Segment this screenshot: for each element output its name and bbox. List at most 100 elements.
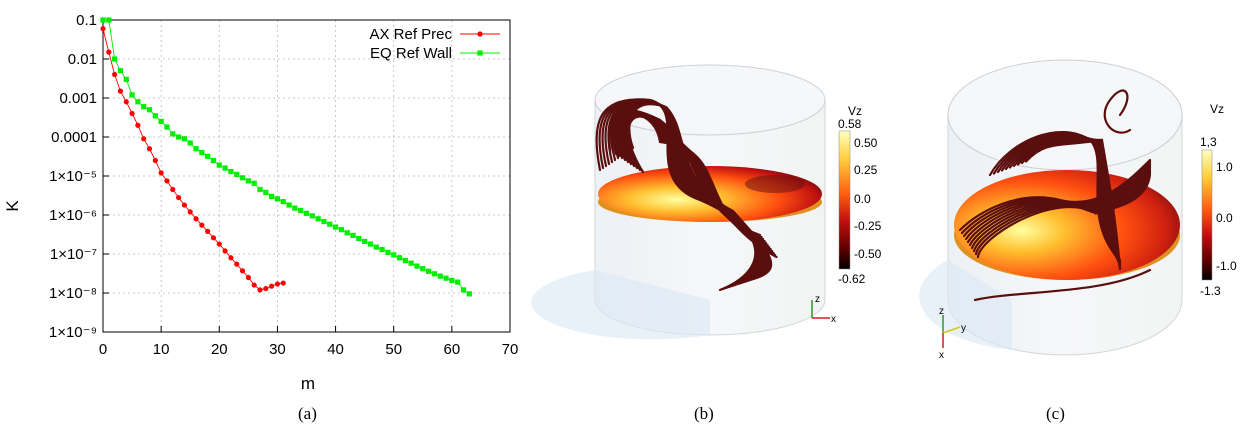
data-point-circle <box>187 209 193 215</box>
data-point-square <box>234 171 240 177</box>
colorbar-tick-label: -1.0 <box>1216 259 1237 273</box>
data-point-circle <box>152 157 158 164</box>
streamline <box>627 115 778 259</box>
data-point-circle <box>129 110 135 117</box>
series-line <box>102 28 284 291</box>
y-tick-label: 0.01 <box>68 51 97 68</box>
data-point-square <box>164 124 170 130</box>
data-point-square <box>379 246 385 253</box>
data-point-square <box>228 168 234 175</box>
data-point-circle <box>274 281 281 287</box>
data-point-circle <box>280 280 286 286</box>
x-tick-label: 30 <box>269 341 286 358</box>
colorbar-tick-label: 1,3 <box>1200 135 1217 149</box>
data-point-circle <box>106 49 112 55</box>
streamline <box>607 100 762 288</box>
x-tick-label: 60 <box>444 341 461 358</box>
colorbar-tick-label: 1.0 <box>1216 160 1233 174</box>
caption-c: (c) <box>1046 404 1065 423</box>
axis-label-x: x <box>939 350 944 361</box>
axis-label-y: y <box>961 323 966 334</box>
data-point-square <box>205 153 211 159</box>
data-point-square <box>321 218 327 225</box>
x-tick-label: 70 <box>502 341 519 358</box>
data-point-circle <box>135 122 141 128</box>
axis-label-z: z <box>815 294 820 305</box>
colorbar-tick-label: 0.0 <box>854 192 871 206</box>
data-point-circle <box>228 255 234 261</box>
data-point-square <box>286 202 292 208</box>
data-point-circle <box>100 26 106 32</box>
axis-label-z: z <box>939 306 944 317</box>
data-point-square <box>199 149 205 156</box>
data-point-square <box>350 232 356 238</box>
y-tick-label: 0.0001 <box>51 129 97 146</box>
data-point-square <box>152 113 158 119</box>
data-point-square <box>408 260 414 266</box>
streamline <box>628 103 773 281</box>
data-point-square <box>181 136 187 142</box>
data-point-square <box>426 268 432 274</box>
data-point-circle <box>123 99 129 105</box>
data-point-square <box>257 186 263 193</box>
data-point-square <box>356 235 362 242</box>
data-point-square <box>298 207 304 214</box>
data-point-square <box>466 291 472 297</box>
series-line <box>103 19 470 295</box>
data-point-square <box>117 68 124 74</box>
x-axis-title: m <box>301 374 315 393</box>
data-point-circle <box>251 282 257 288</box>
colorbar-tick-label: 0.0 <box>1216 211 1233 225</box>
data-point-circle <box>239 268 246 274</box>
data-point-square <box>263 189 269 195</box>
colorbar-b: Vz 0.58 0.50 0.25 0.0 -0.25 -0.50 -0.62 <box>838 104 882 286</box>
caption-a: (a) <box>298 404 317 423</box>
data-point-square <box>274 196 281 202</box>
panel-b-visualization: Vz 0.58 0.50 0.25 0.0 -0.25 -0.50 -0.62 z x <box>531 64 882 340</box>
data-point-square <box>455 279 461 285</box>
colorbar-title: Vz <box>1210 102 1224 116</box>
x-tick-labels: 0 10 20 30 40 50 60 70 <box>99 341 519 358</box>
y-tick-label: 0.001 <box>59 90 97 107</box>
orientation-axes-c: z y x <box>939 306 966 361</box>
data-point-circle <box>216 241 222 247</box>
colorbar-tick-labels: 0.58 0.50 0.25 0.0 -0.25 -0.50 -0.62 <box>838 117 882 286</box>
colorbar-tick-label: 0.58 <box>838 117 862 131</box>
colorbar-c: Vz 1,3 1.0 0.0 -1.0 -1.3 <box>1200 102 1237 298</box>
data-point-square <box>449 277 455 284</box>
data-point-square <box>239 175 246 181</box>
data-point-square <box>251 180 257 186</box>
data-point-square <box>443 275 449 281</box>
data-point-square <box>332 224 339 230</box>
data-point-square <box>175 134 182 140</box>
y-tick-label: 1×10⁻⁷ <box>50 246 97 263</box>
data-point-square <box>269 193 275 199</box>
y-tick-label: 1×10⁻⁵ <box>49 168 97 185</box>
x-tick-label: 0 <box>99 341 107 358</box>
data-point-circle <box>112 71 118 78</box>
data-point-square <box>338 227 344 233</box>
data-point-circle <box>170 186 176 193</box>
colorbar-title: Vz <box>848 104 862 118</box>
y-tick-label: 0.1 <box>76 12 97 29</box>
data-point-square <box>373 244 379 250</box>
data-point-circle <box>146 146 153 152</box>
data-point-square <box>129 92 135 98</box>
data-point-circle <box>245 274 251 281</box>
x-tick-label: 10 <box>153 341 170 358</box>
data-point-square <box>309 213 315 219</box>
streamline <box>601 99 760 290</box>
data-point-square <box>245 178 251 184</box>
data-point-circle <box>210 235 217 241</box>
data-point-circle <box>181 202 187 208</box>
colorbar-tick-label: -0.62 <box>838 272 866 286</box>
legend-label: AX Ref Prec <box>369 26 452 43</box>
axis-label-x: x <box>831 314 836 325</box>
y-tick-labels: 0.1 0.01 0.001 0.0001 1×10⁻⁵ 1×10⁻⁶ 1×10⁻⁷ 1×10… <box>49 12 97 341</box>
x-tick-label: 40 <box>327 341 344 358</box>
x-tick-label: 50 <box>385 341 402 358</box>
data-point-circle <box>199 222 205 228</box>
colorbar-tick-label: -0.25 <box>854 219 882 233</box>
data-point-square <box>303 210 310 216</box>
